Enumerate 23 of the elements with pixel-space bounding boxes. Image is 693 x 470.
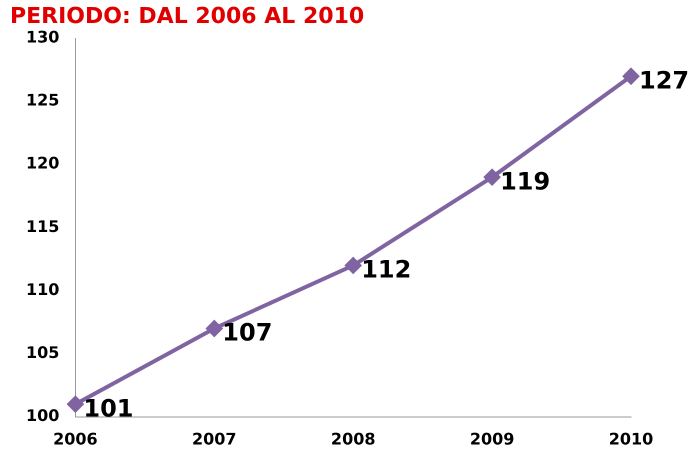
data-label: 107 — [222, 318, 272, 347]
x-tick-label: 2010 — [608, 430, 654, 449]
point — [67, 396, 84, 412]
data-label: 119 — [500, 167, 550, 196]
point — [206, 320, 222, 337]
y-tick-label: 105 — [26, 342, 60, 362]
y-tick-label: 125 — [26, 90, 60, 110]
chart-title: PERIODO: DAL 2006 AL 2010 — [10, 4, 364, 29]
point — [345, 257, 362, 274]
data-label: 101 — [83, 394, 134, 422]
y-tick-label: 100 — [26, 406, 60, 425]
x-tick-label: 2009 — [470, 430, 514, 449]
x-tick-label: 2007 — [192, 430, 237, 449]
y-tick-label: 115 — [26, 216, 60, 236]
data-label: 112 — [361, 256, 412, 284]
point — [623, 68, 639, 84]
y-tick-label: 120 — [26, 154, 60, 173]
y-tick-label: 130 — [26, 28, 60, 47]
data-label: 127 — [639, 66, 690, 94]
y-tick-label: 110 — [26, 280, 60, 299]
x-tick-label: 2008 — [330, 430, 376, 449]
x-tick-label: 2006 — [53, 430, 98, 449]
point — [484, 169, 500, 186]
